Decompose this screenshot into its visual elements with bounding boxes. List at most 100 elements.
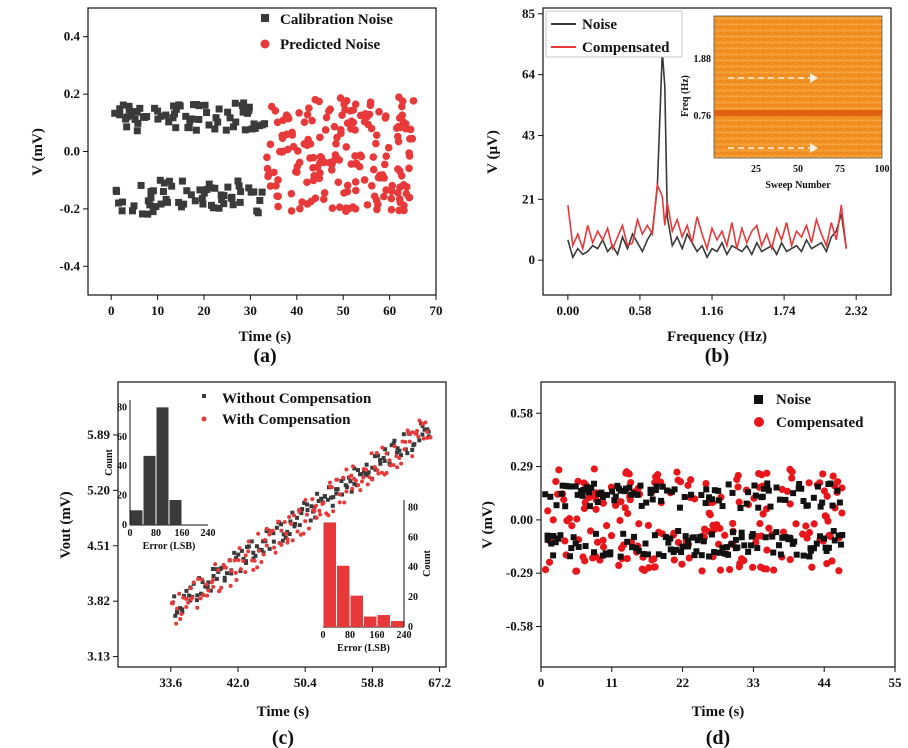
panel-c-without-point [383,447,388,452]
panel-d-noise-point [697,533,704,540]
panel-a-predicted-point [287,207,296,215]
panel-c-with-point [205,593,210,598]
panel-d-noise-point [702,500,709,507]
panel-d-compensated-point [802,522,810,530]
legend-label-predicted: Predicted Noise [280,37,380,53]
panel-c-with-point [282,520,287,525]
panel-d-noise-point [729,529,736,536]
panel-c-without-point [382,458,387,463]
panel-c-without-point [417,438,422,443]
panel-c-with-point [349,473,354,478]
panel-d-noise-point [647,489,654,496]
panel-d-noise-point [642,540,649,547]
panel-a-predicted-point [263,153,271,162]
panel-b-ticks: 0.00 0.58 1.16 1.74 2.32 0 21 43 64 85 [522,6,868,318]
panel-d-noise-point [709,496,716,503]
panel-a-predicted-point [311,194,320,202]
panel-a-predicted-point [303,178,311,187]
panel-d-noise-point [813,540,820,547]
panel-c-with-point [272,545,277,550]
panel-a-predicted-point [296,204,304,213]
panel-a-predicted-point [274,192,283,201]
panel-a-predicted-point [363,201,372,209]
panel-d-compensated-point [698,567,706,575]
panel-d-noise-point [665,539,672,546]
panel-a-calibration-point [229,201,237,209]
panel-d-noise-point [542,491,549,498]
panel-a-calibration-point [172,124,180,132]
panel-d-compensated-point [735,498,743,506]
panel-d-noise-point [572,483,579,490]
panel-d-noise-point [804,502,811,509]
panel-c-without-point [251,556,256,561]
panel-c-ytick-label-4: 5.89 [87,427,110,442]
panel-d-compensated-point [735,563,743,571]
panel-d-noise-point [800,497,807,504]
panel-a-predicted-point [311,95,319,104]
panel-a-calibration-point [182,112,190,120]
panel-c-with-point [375,468,380,473]
panel-c-without-point [180,607,185,612]
panel-c-with-point [415,428,420,433]
panel-a-calibration-point [146,201,154,209]
panel-a-calibration-point [236,198,244,206]
panel-a-xtick-label-4: 40 [290,303,303,318]
panel-c-without-point [251,550,256,555]
panel-d-noise-point [738,529,745,536]
panel-d-compensated-point [740,556,748,565]
panel-a-calibration-point [156,176,164,184]
panel-c-with-point [219,585,224,590]
panel-d-noise-point [836,499,843,506]
panel-d-noise-point [558,490,565,497]
panel-d-noise-point [719,503,726,510]
panel-d-ytick-label-4: 0.58 [510,405,533,420]
panel-c-with-point [273,550,278,555]
legend-label-without: Without Compensation [222,391,372,407]
panel-a-calibration-point [125,102,133,110]
panel-d-compensated-point [819,470,827,478]
panel-a-predicted-point [364,120,372,129]
panel-c-with-point [256,531,261,536]
panel-c-with-point [290,538,295,543]
panel-c-with-point [262,537,267,542]
panel-a-calibration-point [172,105,180,113]
panel-a-calibration-point [250,188,258,196]
legend-label-noise-b: Noise [582,17,617,33]
panel-c-ytick-label-1: 3.82 [87,593,110,608]
panel-c-with-point [264,526,269,531]
panel-d-noise-point [617,487,624,494]
panel-b-ytick-label-4: 85 [522,6,536,21]
panel-d-compensated-point [544,507,552,515]
hist-without-ytick-4: 80 [117,402,127,413]
panel-d-compensated-point [702,479,710,488]
panel-d-compensated-point [545,558,554,566]
panel-d-noise-point [765,487,772,494]
hist-with-ytick-0: 0 [408,622,413,633]
panel-c-without-point [330,503,335,508]
panel-c-ticks: 33.6 42.0 50.4 58.8 67.2 3.13 3.82 4.51 5.20 5.89 [87,427,451,690]
panel-a-xtick-label-3: 30 [244,303,257,318]
panel-d-compensated-point [810,520,818,528]
panel-c-without-point [339,479,344,484]
panel-a-predicted-point [405,193,413,202]
panel-d-noise-point [752,492,759,499]
panel-c-with-point [365,482,370,487]
panel-a-predicted-point [349,106,358,114]
panel-d-noise-point [814,483,821,490]
panel-c-without-point [305,508,310,513]
panel-a-calibration-point [168,182,176,190]
panel-d-noise-point [743,500,750,507]
panel-c-with-point [353,478,358,483]
panel-c-with-point [403,439,408,444]
heatmap-image [713,15,883,159]
heatmap-band [714,110,882,116]
panel-d-compensated-point [670,556,678,564]
panel-d-noise-point [586,489,593,496]
panel-c-without-point [316,498,321,503]
panel-d-compensated-point [654,471,662,479]
hist-without-ytick-1: 20 [117,491,127,502]
panel-d-compensated-point [678,560,686,568]
panel-d-noise-point [592,530,599,537]
panel-c-without-point [292,524,297,529]
panel-c-ytick-label-2: 4.51 [87,538,110,553]
